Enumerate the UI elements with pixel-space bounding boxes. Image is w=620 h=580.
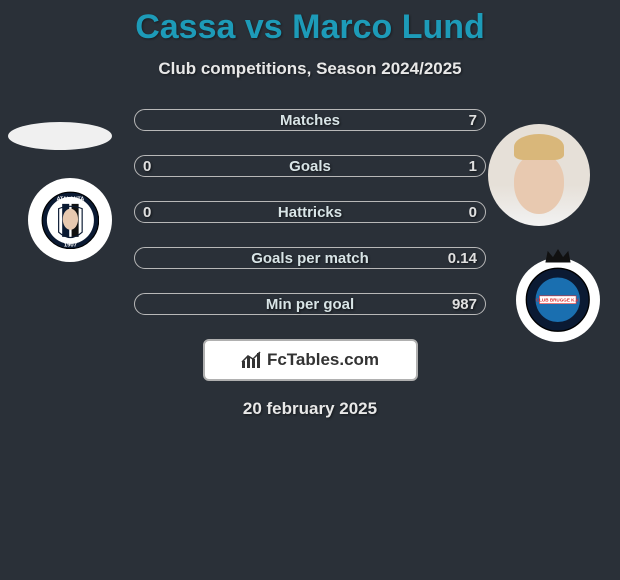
club-brugge-icon: CLUB BRUGGE K.V. bbox=[525, 267, 591, 333]
atalanta-icon: ATALANTA 1907 bbox=[41, 191, 100, 250]
stat-right-value: 0 bbox=[461, 204, 485, 221]
stat-right-value: 987 bbox=[444, 296, 485, 313]
date-text: 20 february 2025 bbox=[0, 399, 620, 419]
barchart-icon bbox=[241, 351, 263, 369]
stats-rows: Matches 7 0 Goals 1 0 Hattricks 0 Goals … bbox=[134, 109, 486, 315]
avatar-hair bbox=[514, 134, 564, 160]
stat-label: Goals per match bbox=[251, 250, 369, 267]
page-title: Cassa vs Marco Lund bbox=[0, 0, 620, 47]
stat-row: Goals per match 0.14 bbox=[134, 247, 486, 269]
stat-right-value: 0.14 bbox=[440, 250, 485, 267]
stat-row: 0 Hattricks 0 bbox=[134, 201, 486, 223]
player-right-avatar bbox=[488, 124, 590, 226]
avatar-face bbox=[514, 154, 564, 214]
club-left-crest: ATALANTA 1907 bbox=[28, 178, 112, 262]
stat-right-value: 1 bbox=[461, 158, 485, 175]
brand-text: FcTables.com bbox=[267, 350, 379, 370]
stat-right-value: 7 bbox=[461, 112, 485, 129]
stat-left-value: 0 bbox=[135, 158, 159, 175]
stat-row: Matches 7 bbox=[134, 109, 486, 131]
svg-text:ATALANTA: ATALANTA bbox=[56, 196, 84, 202]
page-subtitle: Club competitions, Season 2024/2025 bbox=[0, 59, 620, 79]
stat-left-value: 0 bbox=[135, 204, 159, 221]
brand-badge[interactable]: FcTables.com bbox=[203, 339, 418, 381]
stat-label: Hattricks bbox=[278, 204, 342, 221]
stat-row: 0 Goals 1 bbox=[134, 155, 486, 177]
crown-icon bbox=[544, 248, 572, 264]
stat-label: Min per goal bbox=[266, 296, 354, 313]
club-right-crest: CLUB BRUGGE K.V. bbox=[516, 258, 600, 342]
stat-label: Matches bbox=[280, 112, 340, 129]
player-left-avatar bbox=[8, 122, 112, 150]
stat-label: Goals bbox=[289, 158, 331, 175]
svg-text:1907: 1907 bbox=[63, 242, 76, 248]
stat-row: Min per goal 987 bbox=[134, 293, 486, 315]
svg-text:CLUB BRUGGE K.V.: CLUB BRUGGE K.V. bbox=[536, 298, 580, 303]
